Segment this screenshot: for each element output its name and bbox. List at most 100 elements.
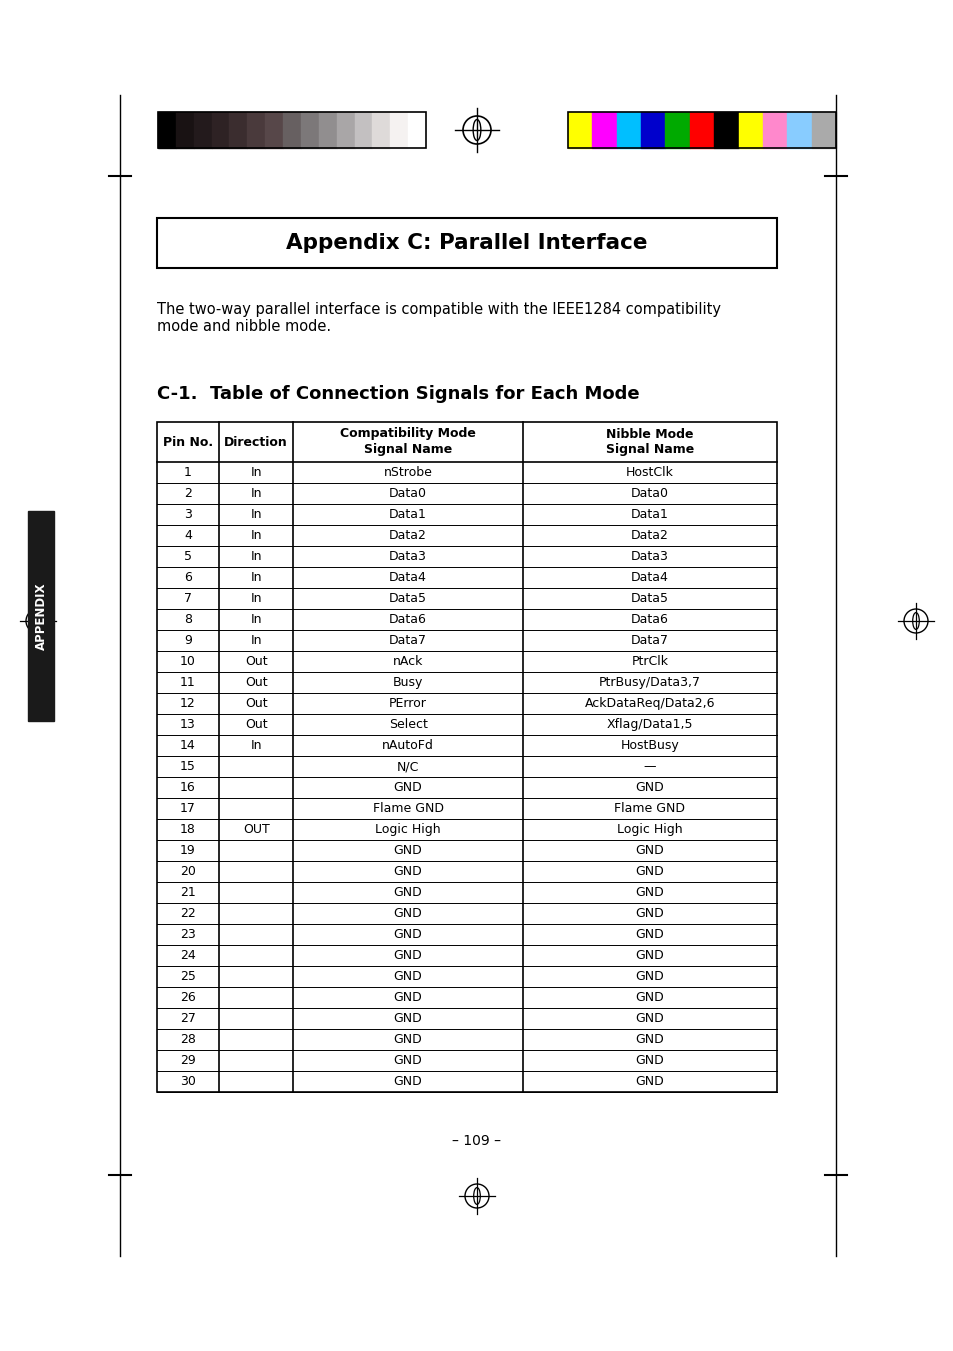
Text: In: In	[251, 508, 262, 521]
Text: 15: 15	[180, 761, 195, 773]
Bar	[408, 112, 426, 149]
Text: 5: 5	[184, 550, 192, 563]
Text: In: In	[251, 486, 262, 500]
Bar	[283, 112, 300, 149]
Text: GND: GND	[394, 1054, 422, 1067]
Text: GND: GND	[635, 844, 663, 857]
Text: HostBusy: HostBusy	[619, 739, 679, 753]
Text: In: In	[251, 571, 262, 584]
Bar	[738, 112, 762, 149]
Bar	[336, 112, 355, 149]
Text: 2: 2	[184, 486, 192, 500]
Text: Data5: Data5	[630, 592, 668, 605]
Text: The two-way parallel interface is compatible with the IEEE1284 compatibility
mod: The two-way parallel interface is compat…	[157, 303, 720, 335]
Text: nStrobe: nStrobe	[383, 466, 432, 480]
Bar	[157, 218, 776, 267]
Text: 28: 28	[180, 1034, 195, 1046]
Text: Out: Out	[245, 717, 267, 731]
Bar	[157, 422, 776, 1092]
Text: 4: 4	[184, 530, 192, 542]
Bar	[689, 112, 714, 149]
Text: Compatibility Mode
Signal Name: Compatibility Mode Signal Name	[340, 427, 476, 457]
Text: 22: 22	[180, 907, 195, 920]
Text: In: In	[251, 634, 262, 647]
Text: 11: 11	[180, 676, 195, 689]
Text: 29: 29	[180, 1054, 195, 1067]
Bar	[230, 112, 247, 149]
Text: Data7: Data7	[630, 634, 668, 647]
Bar	[567, 112, 592, 149]
Text: Data1: Data1	[630, 508, 668, 521]
Bar	[786, 112, 811, 149]
Text: In: In	[251, 613, 262, 626]
Bar	[193, 112, 212, 149]
Text: GND: GND	[635, 1054, 663, 1067]
Text: 16: 16	[180, 781, 195, 794]
Text: GND: GND	[635, 907, 663, 920]
Text: In: In	[251, 592, 262, 605]
Text: Appendix C: Parallel Interface: Appendix C: Parallel Interface	[286, 232, 647, 253]
Text: GND: GND	[394, 1075, 422, 1088]
Text: In: In	[251, 466, 262, 480]
Text: —: —	[643, 761, 656, 773]
Text: Select: Select	[388, 717, 427, 731]
Text: PtrBusy/Data3,7: PtrBusy/Data3,7	[598, 676, 700, 689]
Bar	[158, 112, 426, 149]
Text: Data3: Data3	[389, 550, 427, 563]
Text: Data6: Data6	[389, 613, 427, 626]
Bar	[175, 112, 193, 149]
Text: Data4: Data4	[389, 571, 427, 584]
Text: HostClk: HostClk	[625, 466, 673, 480]
Bar	[714, 112, 738, 149]
Text: GND: GND	[394, 928, 422, 942]
Text: PtrClk: PtrClk	[631, 655, 668, 667]
Text: 18: 18	[180, 823, 195, 836]
Text: GND: GND	[394, 907, 422, 920]
Text: Data5: Data5	[389, 592, 427, 605]
Bar	[372, 112, 390, 149]
Text: 8: 8	[184, 613, 192, 626]
Text: Data2: Data2	[630, 530, 668, 542]
Bar	[158, 112, 175, 149]
Bar	[811, 112, 835, 149]
Text: GND: GND	[394, 886, 422, 898]
Text: 14: 14	[180, 739, 195, 753]
Text: Data4: Data4	[630, 571, 668, 584]
Bar	[390, 112, 408, 149]
Bar	[265, 112, 283, 149]
Text: 20: 20	[180, 865, 195, 878]
Text: Out: Out	[245, 697, 267, 711]
Bar	[28, 511, 54, 721]
Text: GND: GND	[635, 886, 663, 898]
Text: OUT: OUT	[243, 823, 270, 836]
Text: GND: GND	[635, 948, 663, 962]
Text: 1: 1	[184, 466, 192, 480]
Text: Busy: Busy	[393, 676, 423, 689]
Text: Out: Out	[245, 655, 267, 667]
Text: 26: 26	[180, 992, 195, 1004]
Text: Flame GND: Flame GND	[373, 802, 443, 815]
Text: 19: 19	[180, 844, 195, 857]
Text: Data2: Data2	[389, 530, 427, 542]
Text: Data0: Data0	[630, 486, 668, 500]
Text: In: In	[251, 530, 262, 542]
Text: Logic High: Logic High	[617, 823, 682, 836]
Text: 17: 17	[180, 802, 195, 815]
Bar	[355, 112, 372, 149]
Text: 13: 13	[180, 717, 195, 731]
Text: Data7: Data7	[389, 634, 427, 647]
Text: Flame GND: Flame GND	[614, 802, 684, 815]
Text: 3: 3	[184, 508, 192, 521]
Bar	[665, 112, 689, 149]
Text: 27: 27	[180, 1012, 195, 1025]
Text: 21: 21	[180, 886, 195, 898]
Text: GND: GND	[394, 844, 422, 857]
Text: Nibble Mode
Signal Name: Nibble Mode Signal Name	[605, 427, 693, 457]
Text: Xflag/Data1,5: Xflag/Data1,5	[606, 717, 693, 731]
Text: 7: 7	[184, 592, 192, 605]
Text: 6: 6	[184, 571, 192, 584]
Text: nAutoFd: nAutoFd	[382, 739, 434, 753]
Text: GND: GND	[394, 992, 422, 1004]
Bar	[247, 112, 265, 149]
Bar	[616, 112, 640, 149]
